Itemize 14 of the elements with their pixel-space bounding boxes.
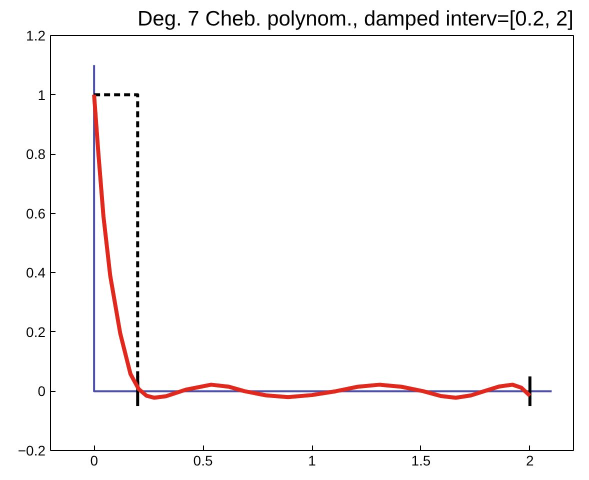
x-tick-label: 1 (308, 452, 316, 468)
x-tick-label: 1.5 (411, 452, 431, 468)
y-tick-label: 0.6 (26, 205, 46, 222)
y-tick-label: 0.4 (26, 264, 46, 281)
y-tick-label: −0.2 (18, 442, 46, 458)
y-tick-label: 1.2 (26, 28, 46, 44)
x-tick-label: 2 (526, 452, 534, 468)
y-tick-label: 0.8 (26, 146, 46, 162)
chart-title: Deg. 7 Cheb. polynom., damped interv=[0.2, 2] (137, 8, 574, 30)
x-tick-label: 0.5 (193, 452, 213, 468)
x-tick-label: 0 (90, 452, 98, 468)
y-tick-label: 0.2 (26, 324, 46, 340)
y-tick-label: 1 (38, 86, 46, 103)
y-tick-label: 0 (38, 383, 46, 400)
